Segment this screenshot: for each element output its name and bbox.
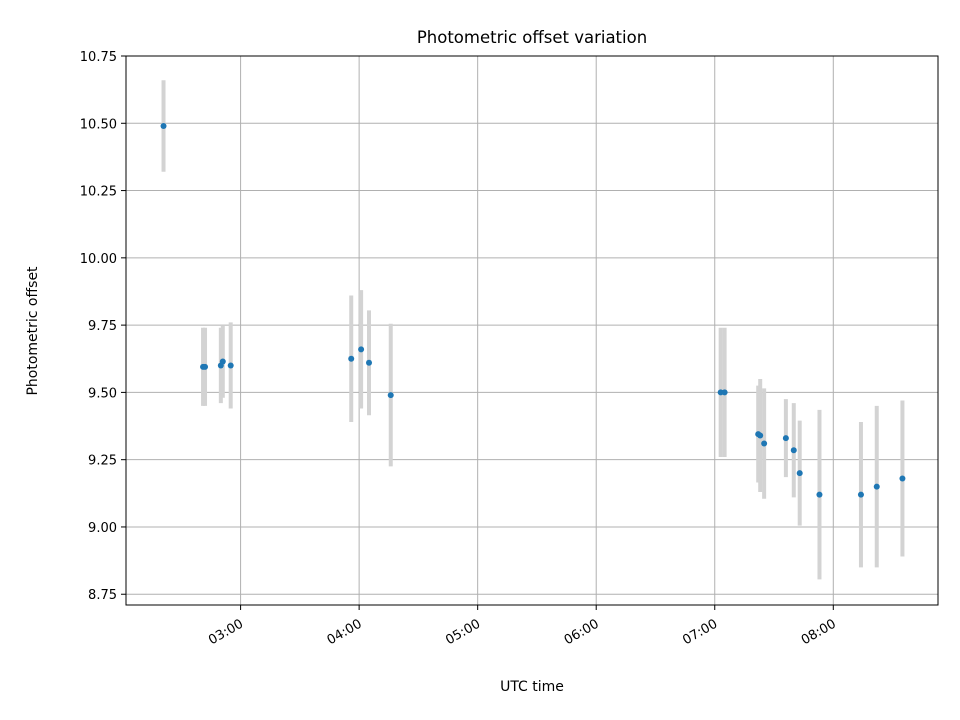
data-point — [366, 359, 373, 366]
data-point — [816, 491, 823, 498]
data-point — [857, 491, 864, 498]
data-point — [757, 432, 764, 439]
plot-frame — [125, 55, 939, 606]
data-point — [761, 440, 768, 447]
y-tick-label: 10.00 — [80, 252, 117, 267]
y-tick-label: 9.00 — [88, 521, 117, 536]
y-tick-label: 10.75 — [80, 50, 117, 65]
y-axis-title: Photometric offset — [25, 266, 41, 396]
data-point — [160, 122, 167, 129]
y-tick-label: 9.75 — [88, 319, 117, 334]
y-tick-label: 10.25 — [80, 185, 117, 200]
y-tick-label: 8.75 — [88, 588, 117, 603]
data-points — [160, 122, 906, 498]
data-point — [358, 346, 365, 353]
data-point — [899, 475, 906, 482]
data-point — [227, 362, 234, 369]
y-tick-label: 9.50 — [88, 386, 117, 401]
data-point — [873, 483, 880, 490]
y-axis: 8.75 9.00 9.25 9.50 9.75 10.00 10.25 10.50 10.75 — [80, 50, 126, 603]
data-point — [796, 470, 803, 477]
data-point — [721, 389, 728, 396]
y-tick-label: 9.25 — [88, 454, 117, 469]
data-point — [790, 447, 797, 454]
chart-title: Photometric offset variation — [417, 28, 647, 47]
data-point — [387, 392, 394, 399]
data-point — [219, 358, 226, 365]
y-tick-label: 10.50 — [80, 117, 117, 132]
data-point — [782, 435, 789, 442]
grid — [126, 55, 938, 605]
data-point — [348, 355, 355, 362]
data-point — [202, 363, 209, 370]
x-axis-title: UTC time — [500, 679, 564, 695]
